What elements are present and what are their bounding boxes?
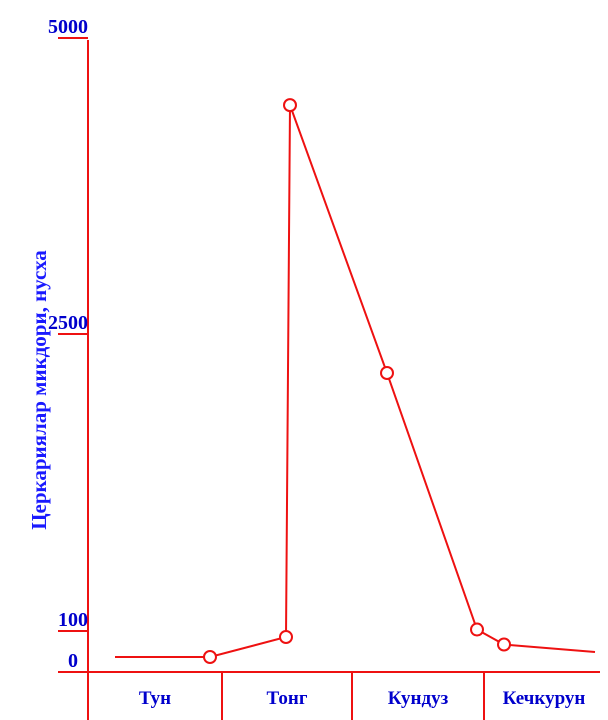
y-axis-label: Церкариялар микдори, нусха (27, 250, 51, 530)
y-ticks: 5000 2500 100 0 (48, 16, 88, 672)
series-line (115, 104, 596, 658)
data-point (380, 366, 394, 380)
x-category-label: Кундуз (388, 688, 449, 709)
data-point (203, 650, 217, 664)
y-tick-label: 100 (58, 609, 88, 631)
data-point (497, 637, 511, 652)
y-tick-label: 5000 (48, 16, 88, 38)
x-category-label: Тун (139, 688, 171, 709)
series (115, 98, 596, 664)
y-tick-label: 2500 (48, 312, 88, 334)
axes (58, 40, 600, 720)
data-point (283, 98, 297, 113)
y-tick-label: 0 (68, 650, 78, 672)
data-point (279, 630, 293, 644)
x-categories: Тун Тонг Кундуз Кечкурун (139, 688, 585, 709)
x-category-label: Кечкурун (503, 688, 586, 709)
x-category-label: Тонг (267, 688, 308, 709)
data-point (470, 622, 484, 637)
